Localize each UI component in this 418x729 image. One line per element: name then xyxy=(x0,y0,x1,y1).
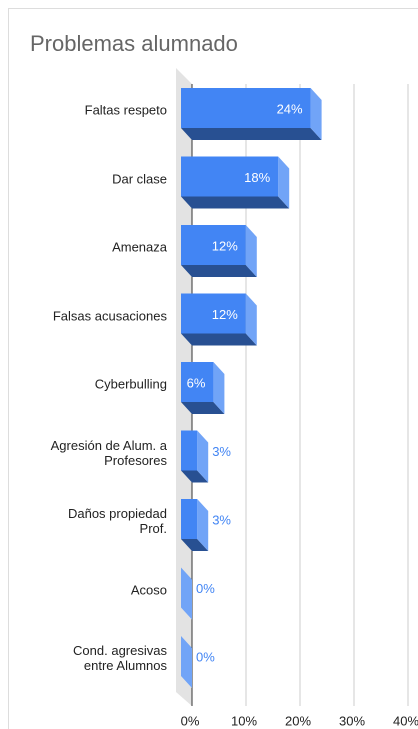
bar xyxy=(181,567,192,620)
bar xyxy=(181,636,192,688)
bar-bottom xyxy=(181,333,257,346)
bar-side xyxy=(181,636,192,688)
value-label: 12% xyxy=(212,307,238,322)
value-label: 3% xyxy=(212,444,231,459)
chart-title: Problemas alumnado xyxy=(30,31,238,56)
value-label: 6% xyxy=(187,375,206,390)
x-tick-label: 10% xyxy=(231,713,257,728)
category-label: Amenaza xyxy=(112,239,167,255)
bar xyxy=(181,430,209,483)
category-label: Falsas acusaciones xyxy=(52,308,167,323)
bar-side xyxy=(181,567,192,620)
x-tick-label: 40% xyxy=(393,713,418,728)
bar-front xyxy=(181,293,246,334)
bar-side xyxy=(278,156,290,209)
bar-bottom xyxy=(181,128,322,140)
bar-bottom xyxy=(181,539,209,551)
category-label: Daños propiedad Prof. xyxy=(67,506,167,536)
bar-bottom xyxy=(181,196,290,209)
bar-side xyxy=(197,499,209,551)
value-label: 0% xyxy=(196,581,215,596)
bar xyxy=(181,362,225,414)
bar-front xyxy=(181,88,311,128)
bar xyxy=(181,293,257,346)
x-tick-label: 20% xyxy=(285,713,311,728)
bar-side xyxy=(245,225,257,277)
bar-bottom xyxy=(181,265,257,277)
bar-side xyxy=(245,293,257,346)
bar-side xyxy=(213,362,225,414)
value-label: 18% xyxy=(244,170,270,185)
category-label: Cond. agresivas entre Alumnos xyxy=(73,643,167,673)
category-label: Faltas respeto xyxy=(84,102,167,118)
bar-bottom xyxy=(181,470,209,483)
bar xyxy=(181,88,322,140)
category-label: Agresión de Alum. a Profesores xyxy=(50,437,167,468)
bar-front xyxy=(181,362,214,402)
bar-front xyxy=(181,430,198,471)
bar-side xyxy=(197,430,209,483)
bar xyxy=(181,156,290,209)
category-label: Acoso xyxy=(130,582,167,597)
value-label: 12% xyxy=(212,238,238,253)
bar xyxy=(181,499,209,551)
value-label: 24% xyxy=(277,101,303,116)
bar xyxy=(181,225,257,277)
category-label: Cyberbulling xyxy=(94,376,167,392)
value-label: 3% xyxy=(212,512,231,527)
bar-front xyxy=(181,499,198,539)
x-tick-label: 0% xyxy=(181,713,200,728)
bar-side xyxy=(310,88,322,140)
x-tick-label: 30% xyxy=(339,713,365,728)
bar-bottom xyxy=(181,402,225,414)
bar-front xyxy=(181,156,279,197)
category-label: Dar clase xyxy=(112,171,167,186)
bar-front xyxy=(181,225,246,265)
value-label: 0% xyxy=(196,649,215,664)
